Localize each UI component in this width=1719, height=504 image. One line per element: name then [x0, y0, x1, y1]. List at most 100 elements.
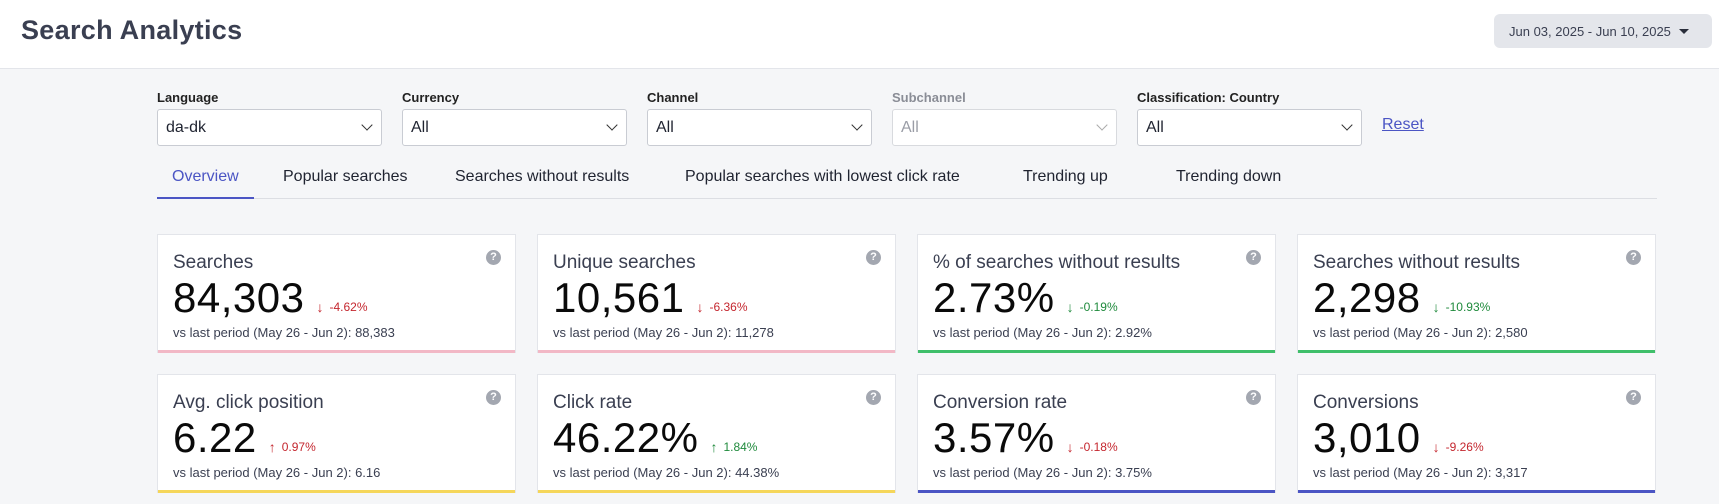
card-accent-bar	[918, 350, 1275, 353]
kpi-delta: ↓ -4.62%	[316, 299, 367, 315]
kpi-title: Click rate	[553, 392, 633, 413]
kpi-delta: ↓ -0.19%	[1067, 299, 1118, 315]
caret-down-icon	[1678, 28, 1689, 34]
tab-lowest-click-rate[interactable]: Popular searches with lowest click rate	[685, 168, 960, 185]
chevron-down-icon	[1096, 119, 1108, 131]
card-accent-bar	[538, 490, 895, 493]
kpi-comparison: vs last period (May 26 - Jun 2): 3.75%	[933, 465, 1152, 480]
arrow-down-icon: ↓	[316, 299, 324, 315]
kpi-title: Unique searches	[553, 252, 696, 273]
kpi-delta-value: -9.26%	[1445, 440, 1484, 454]
arrow-down-icon: ↓	[1066, 439, 1074, 455]
kpi-delta-value: -10.93%	[1445, 300, 1491, 314]
subchannel-select: All	[892, 109, 1117, 146]
card-accent-bar	[1298, 490, 1655, 493]
help-icon[interactable]: ?	[866, 390, 881, 405]
chevron-down-icon	[1341, 119, 1353, 131]
kpi-value: 2.73%	[933, 274, 1055, 321]
page-title: Search Analytics	[21, 15, 243, 45]
card-accent-bar	[918, 490, 1275, 493]
chevron-down-icon	[606, 119, 618, 131]
kpi-value: 10,561	[553, 274, 685, 321]
filter-label: Subchannel	[892, 90, 966, 105]
help-icon[interactable]: ?	[1246, 390, 1261, 405]
kpi-card-conversions: Conversions ? 3,010 ↓ -9.26% vs last per…	[1297, 374, 1656, 493]
filter-subchannel: Subchannel All	[892, 89, 1117, 146]
kpi-delta: ↓ -0.18%	[1067, 439, 1118, 455]
kpi-value: 2,298	[1313, 274, 1421, 321]
date-range-label: Jun 03, 2025 - Jun 10, 2025	[1509, 23, 1671, 39]
help-icon[interactable]: ?	[866, 250, 881, 265]
kpi-delta-value: -4.62%	[329, 300, 368, 314]
kpi-delta-value: -6.36%	[709, 300, 748, 314]
kpi-title: Searches without results	[1313, 252, 1520, 273]
card-accent-bar	[158, 490, 515, 493]
filter-label: Channel	[647, 90, 699, 105]
kpi-delta: ↓ -10.93%	[1433, 299, 1491, 315]
kpi-value: 6.22	[173, 414, 257, 461]
top-bar: Search Analytics Jun 03, 2025 - Jun 10, …	[0, 0, 1719, 69]
kpi-comparison: vs last period (May 26 - Jun 2): 88,383	[173, 325, 395, 340]
kpi-comparison: vs last period (May 26 - Jun 2): 2,580	[1313, 325, 1528, 340]
reset-link[interactable]: Reset	[1382, 116, 1424, 133]
tab-popular-searches[interactable]: Popular searches	[283, 168, 408, 185]
currency-select[interactable]: All	[402, 109, 627, 146]
kpi-card-unique-searches: Unique searches ? 10,561 ↓ -6.36% vs las…	[537, 234, 896, 353]
kpi-card-conversion-rate: Conversion rate ? 3.57% ↓ -0.18% vs last…	[917, 374, 1276, 493]
kpi-title: Searches	[173, 252, 254, 273]
kpi-delta-value: 0.97%	[281, 440, 316, 454]
select-value: All	[656, 118, 674, 136]
arrow-up-icon: ↑	[710, 439, 718, 455]
tab-bar: Overview Popular searches Searches witho…	[157, 160, 1657, 199]
country-select[interactable]: All	[1137, 109, 1362, 146]
kpi-delta-value: -0.18%	[1079, 440, 1118, 454]
help-icon[interactable]: ?	[486, 250, 501, 265]
help-icon[interactable]: ?	[1626, 390, 1641, 405]
tab-trending-up[interactable]: Trending up	[1023, 168, 1108, 185]
tab-trending-down[interactable]: Trending down	[1176, 168, 1282, 185]
kpi-title: Conversions	[1313, 392, 1419, 413]
kpi-card-avg-click-position: Avg. click position ? 6.22 ↑ 0.97% vs la…	[157, 374, 516, 493]
arrow-down-icon: ↓	[696, 299, 704, 315]
filter-classification-country: Classification: Country All	[1137, 89, 1362, 146]
card-accent-bar	[538, 350, 895, 353]
select-value: da-dk	[166, 118, 207, 136]
arrow-down-icon: ↓	[1432, 299, 1440, 315]
tab-overview[interactable]: Overview	[157, 160, 254, 199]
filter-label: Currency	[402, 90, 460, 105]
kpi-comparison: vs last period (May 26 - Jun 2): 3,317	[1313, 465, 1528, 480]
kpi-comparison: vs last period (May 26 - Jun 2): 44.38%	[553, 465, 780, 480]
language-select[interactable]: da-dk	[157, 109, 382, 146]
filter-language: Language da-dk	[157, 89, 382, 146]
channel-select[interactable]: All	[647, 109, 872, 146]
kpi-delta: ↓ -6.36%	[696, 299, 747, 315]
kpi-value: 46.22%	[553, 414, 699, 461]
help-icon[interactable]: ?	[1626, 250, 1641, 265]
chevron-down-icon	[361, 119, 373, 131]
card-accent-bar	[158, 350, 515, 353]
kpi-card-pct-without-results: % of searches without results ? 2.73% ↓ …	[917, 234, 1276, 353]
select-value: All	[901, 118, 919, 136]
kpi-card-click-rate: Click rate ? 46.22% ↑ 1.84% vs last peri…	[537, 374, 896, 493]
kpi-value: 3.57%	[933, 414, 1055, 461]
filter-currency: Currency All	[402, 89, 627, 146]
kpi-value: 84,303	[173, 274, 305, 321]
tab-searches-without-results[interactable]: Searches without results	[455, 168, 630, 185]
chevron-down-icon	[851, 119, 863, 131]
kpi-delta: ↑ 0.97%	[269, 439, 316, 455]
help-icon[interactable]: ?	[486, 390, 501, 405]
filter-label: Language	[157, 90, 219, 105]
kpi-delta-value: 1.84%	[723, 440, 758, 454]
kpi-title: % of searches without results	[933, 252, 1181, 273]
help-icon[interactable]: ?	[1246, 250, 1261, 265]
date-range-picker[interactable]: Jun 03, 2025 - Jun 10, 2025	[1494, 14, 1712, 48]
filter-channel: Channel All	[647, 89, 872, 146]
arrow-up-icon: ↑	[268, 439, 276, 455]
kpi-title: Conversion rate	[933, 392, 1068, 413]
arrow-down-icon: ↓	[1066, 299, 1074, 315]
kpi-delta-value: -0.19%	[1079, 300, 1118, 314]
kpi-card-searches-without-results: Searches without results ? 2,298 ↓ -10.9…	[1297, 234, 1656, 353]
kpi-card-searches: Searches ? 84,303 ↓ -4.62% vs last perio…	[157, 234, 516, 353]
card-accent-bar	[1298, 350, 1655, 353]
select-value: All	[411, 118, 429, 136]
